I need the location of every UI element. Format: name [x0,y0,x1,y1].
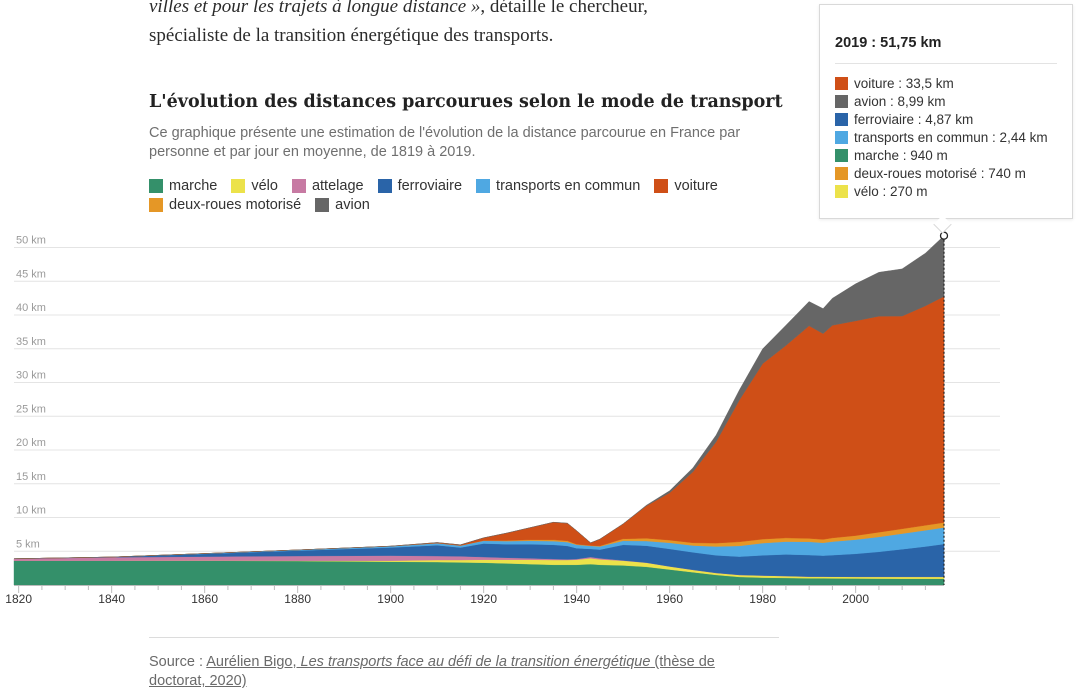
tooltip-swatch [835,112,848,126]
tooltip-label: ferroviaire : 4,87 km [854,111,974,127]
tooltip-swatch [835,166,848,180]
legend-item[interactable]: transports en commun [476,177,640,194]
chart-title: L'évolution des distances parcourues sel… [149,92,783,112]
tooltip-divider [835,63,1057,64]
legend-label: voiture [674,177,718,194]
legend-label: ferroviaire [397,177,463,194]
legend-swatch [315,197,330,212]
x-tick-label: 1840 [98,592,125,606]
stacked-area-chart[interactable]: 5 km 10 km 15 km 20 km 25 km 30 km 35 km 40 km 4… [0,0,1078,620]
tooltip-row: deux-roues motorisé : 740 m [835,164,1048,182]
tooltip-label: vélo : 270 m [854,183,928,199]
tooltip-label: marche : 940 m [854,147,948,163]
legend-swatch [291,178,306,193]
legend-swatch [654,178,669,193]
tooltip-rows: voiture : 33,5 km avion : 8,99 km ferrovia… [835,74,1048,200]
tooltip-label: avion : 8,99 km [854,93,946,109]
x-tick-label: 1860 [191,592,218,606]
legend-item[interactable]: vélo [231,177,278,194]
y-tick-label: 50 km [16,235,46,247]
legend-item[interactable]: attelage [291,177,364,194]
tooltip-swatch [835,148,848,162]
article-quote: villes et pour les trajets à longue dist… [149,0,481,17]
x-tick-label: 1820 [5,592,32,606]
y-tick-label: 40 km [16,302,46,314]
source-author[interactable]: Aurélien Bigo, [206,654,301,670]
legend-swatch [231,178,246,193]
legend-label: avion [335,196,370,213]
legend-item[interactable]: ferroviaire [377,177,463,194]
tooltip-row: marche : 940 m [835,146,1048,164]
x-tick-label: 1880 [284,592,311,606]
tooltip-swatch [835,184,848,198]
legend-label: deux-roues motorisé [169,196,302,213]
x-tick-label: 1960 [656,592,683,606]
tooltip-label: transports en commun : 2,44 km [854,129,1048,145]
tooltip-label: voiture : 33,5 km [854,75,954,91]
legend-item[interactable]: avion [315,196,370,213]
tooltip-row: transports en commun : 2,44 km [835,128,1048,146]
legend-swatch [149,197,163,212]
article-line2: spécialiste de la transition énergétique… [149,25,554,46]
x-tick-label: 1980 [749,592,776,606]
area-avion [13,235,945,559]
legend-item[interactable]: marche [149,177,217,194]
source-suffix[interactable]: (thèse de doctorat, 2020) [149,654,715,689]
tooltip-swatch [835,94,848,108]
legend-swatch [149,178,163,193]
source-divider [149,637,779,638]
tooltip-label: deux-roues motorisé : 740 m [854,165,1026,181]
x-tick-label: 1920 [470,592,497,606]
source-note: Source : Aurélien Bigo, Les transports f… [149,653,769,691]
y-tick-label: 25 km [16,403,46,415]
tooltip-row: voiture : 33,5 km [835,74,1048,92]
source-prefix: Source : [149,654,207,670]
legend-label: attelage [311,177,364,194]
chart-tooltip: 2019 : 51,75 km voiture : 33,5 km avion :… [819,4,1073,219]
y-tick-label: 30 km [16,370,46,382]
tooltip-swatch [835,76,848,90]
legend-label: transports en commun [496,177,641,194]
legend-swatch [377,178,392,193]
legend-label: vélo [251,177,278,194]
y-tick-label: 15 km [16,471,46,483]
legend-item[interactable]: deux-roues motorisé [149,196,301,213]
y-tick-label: 45 km [16,268,46,280]
y-tick-label: 20 km [16,437,46,449]
legend-label: marche [169,177,218,194]
article-text: villes et pour les trajets à longue dist… [149,0,769,50]
tooltip-title: 2019 : 51,75 km [835,35,942,51]
tooltip-row: avion : 8,99 km [835,92,1048,110]
legend-item[interactable]: voiture [654,177,718,194]
chart-subtitle: Ce graphique présente une estimation de … [149,125,741,160]
y-tick-label: 35 km [16,336,46,348]
source-link[interactable]: Aurélien Bigo, Les transports face au dé… [149,654,715,689]
legend-swatch [476,178,491,193]
tooltip-row: ferroviaire : 4,87 km [835,110,1048,128]
y-tick-label: 10 km [16,505,46,517]
chart-legend: marche vélo attelage ferroviaire transports … [149,177,789,213]
tooltip-row: vélo : 270 m [835,182,1048,200]
x-tick-label: 1900 [377,592,404,606]
article-line1-rest: , détaille le chercheur, [480,0,648,17]
tooltip-swatch [835,130,848,144]
x-tick-label: 2000 [842,592,869,606]
y-tick-label: 5 km [16,538,40,550]
x-tick-label: 1940 [563,592,590,606]
area-voiture [13,296,945,559]
source-title[interactable]: Les transports face au défi de la transi… [300,654,651,670]
